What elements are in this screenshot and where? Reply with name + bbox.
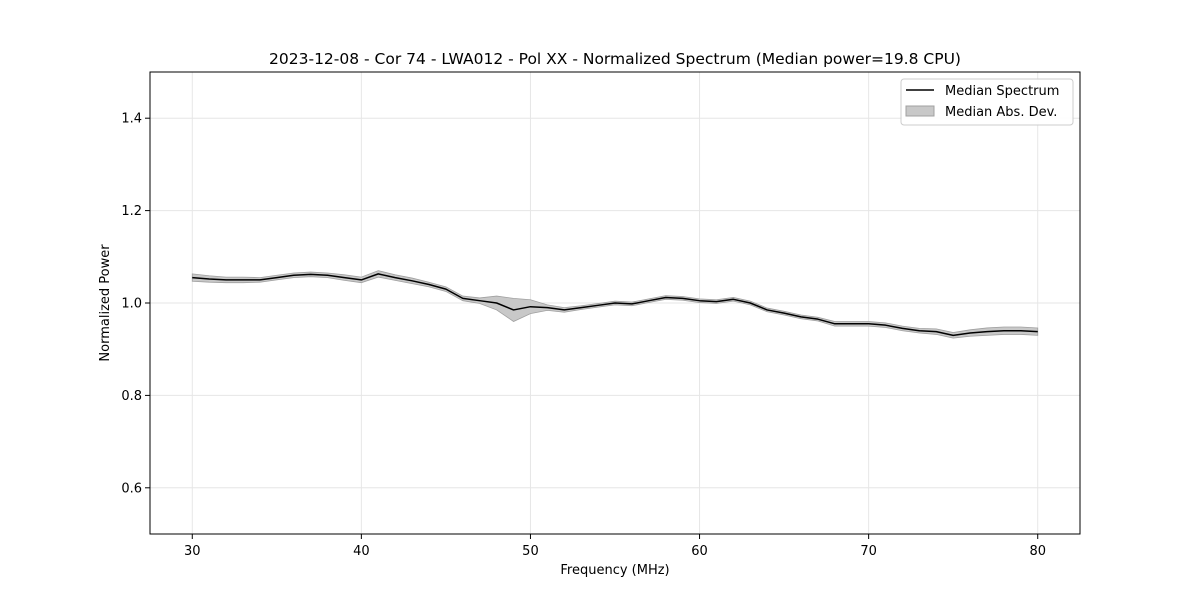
x-tick-label: 60 — [691, 544, 708, 559]
median-spectrum-points — [192, 273, 1038, 336]
x-tick-label: 30 — [184, 544, 201, 559]
x-tick-label: 70 — [860, 544, 877, 559]
legend-label-median-abs-dev: Median Abs. Dev. — [945, 105, 1057, 120]
y-tick-label: 1.0 — [121, 297, 142, 312]
y-tick-label: 1.2 — [121, 204, 142, 219]
x-tick-label: 80 — [1029, 544, 1046, 559]
plot-frame — [149, 71, 1081, 535]
x-ticks: 30 40 50 60 70 80 — [184, 534, 1046, 559]
y-axis-label: Normalized Power — [98, 244, 113, 362]
y-tick-label: 1.4 — [121, 112, 142, 127]
x-tick-label: 50 — [522, 544, 539, 559]
y-tick-label: 0.6 — [121, 481, 142, 496]
legend-band-swatch — [905, 105, 935, 117]
chart-title: 2023-12-08 - Cor 74 - LWA012 - Pol XX - … — [269, 50, 961, 68]
legend-label-median-spectrum: Median Spectrum — [945, 84, 1059, 99]
x-tick-label: 40 — [353, 544, 370, 559]
legend: Median Spectrum Median Abs. Dev. — [900, 78, 1074, 126]
legend-box — [900, 78, 1074, 126]
x-axis-label: Frequency (MHz) — [560, 563, 669, 578]
y-ticks: 0.6 0.8 1.0 1.2 1.4 — [121, 112, 150, 496]
y-tick-label: 0.8 — [121, 389, 142, 404]
